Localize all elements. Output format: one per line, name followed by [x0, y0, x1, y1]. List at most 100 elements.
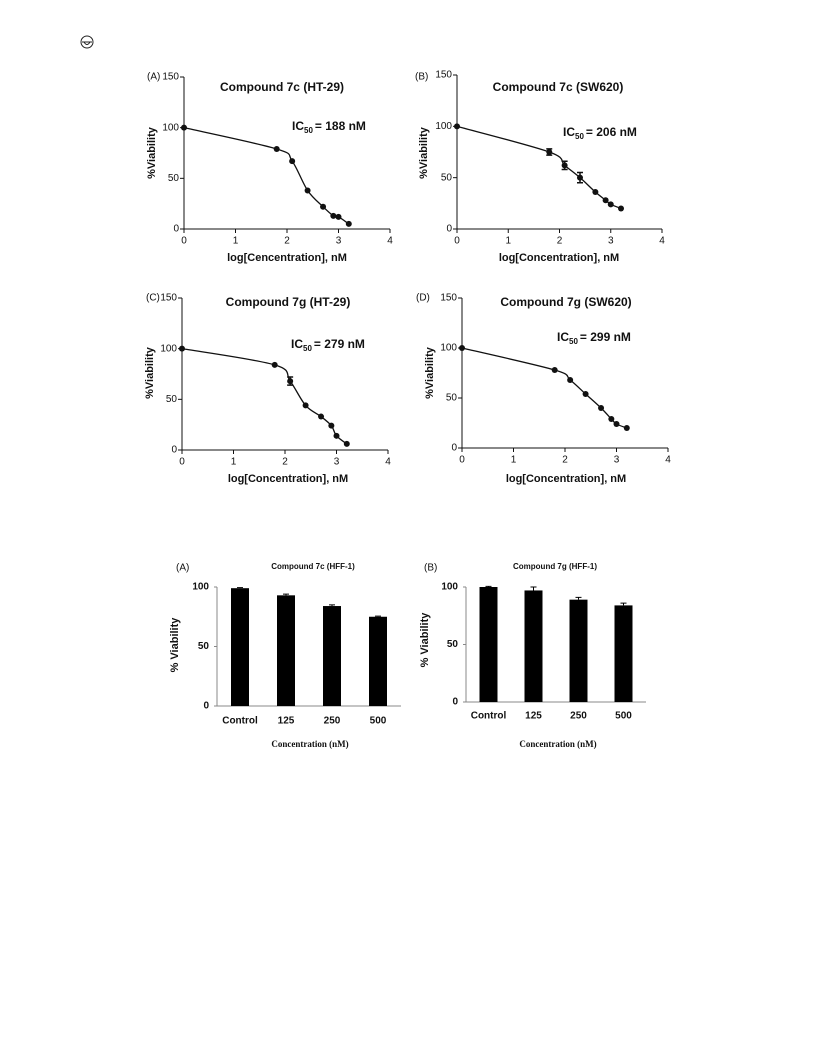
y-tick-label: 150	[440, 293, 457, 304]
x-tick-label: 2	[557, 236, 563, 247]
data-point	[330, 212, 337, 219]
x-tick-label: 1	[231, 457, 237, 468]
ic50-label: IC	[563, 125, 575, 139]
panel-label: (D)	[416, 293, 430, 304]
data-point	[567, 377, 574, 383]
x-tick-label: 250	[570, 711, 587, 722]
x-tick-label: 3	[334, 457, 340, 468]
bar	[569, 599, 588, 702]
error-bar	[620, 602, 627, 606]
panel-label: (A)	[176, 563, 189, 574]
y-tick-label: 50	[441, 172, 453, 183]
data-point	[181, 124, 187, 131]
y-axis-title: % Viability	[169, 617, 181, 673]
y-tick-label: 150	[435, 70, 452, 81]
y-tick-label: 100	[435, 121, 452, 132]
x-tick-label: 125	[525, 711, 542, 722]
x-tick-label: 250	[324, 716, 341, 727]
chart-title: Compound 7g (HT-29)	[226, 295, 351, 309]
panel-label: (B)	[424, 563, 437, 574]
x-tick-label: 3	[614, 455, 620, 466]
data-point	[318, 413, 325, 420]
ic50-value: = 279 nM	[314, 337, 365, 351]
chart-title: Compound 7c (SW620)	[493, 80, 624, 94]
bar	[369, 616, 387, 706]
y-tick-label: 150	[160, 293, 177, 304]
x-tick-label: 0	[181, 236, 187, 247]
x-tick-label: 4	[385, 457, 391, 468]
data-point	[302, 402, 309, 409]
y-tick-label: 0	[171, 445, 177, 456]
y-axis-title: % Viability	[419, 612, 431, 668]
data-point	[598, 405, 605, 411]
data-point	[179, 345, 185, 352]
error-bar	[375, 615, 381, 617]
y-tick-label: 50	[198, 641, 210, 652]
ic50-annotation: IC50 = 279 nM	[291, 337, 365, 353]
y-tick-label: 100	[160, 343, 177, 354]
x-tick-label: 4	[665, 455, 671, 466]
ic50-subscript: 50	[569, 337, 578, 346]
data-point	[551, 367, 558, 373]
y-tick-label: 100	[441, 582, 458, 593]
x-axis-title: log[Cencentration], nM	[227, 252, 347, 264]
fit-curve	[181, 348, 348, 445]
y-tick-label: 150	[162, 72, 179, 83]
x-tick-label: 4	[387, 236, 393, 247]
data-point	[328, 422, 335, 429]
x-tick-label: 2	[282, 457, 288, 468]
y-tick-label: 0	[446, 224, 452, 235]
y-tick-label: 100	[192, 582, 209, 593]
data-point	[343, 440, 350, 447]
ic50-subscript: 50	[303, 344, 312, 353]
bar	[614, 605, 633, 702]
icon-mark	[82, 41, 92, 45]
bar	[524, 590, 543, 702]
panel-label: (A)	[147, 72, 160, 83]
fit-curve	[461, 347, 628, 429]
panel-label: (C)	[146, 293, 160, 304]
x-tick-label: 1	[511, 455, 517, 466]
data-point	[304, 187, 311, 194]
bar	[323, 606, 341, 706]
y-tick-label: 50	[168, 173, 180, 184]
data-point	[287, 378, 294, 385]
x-tick-label: 1	[505, 236, 511, 247]
ic50-subscript: 50	[575, 132, 584, 141]
page-icon	[80, 35, 94, 49]
chart-title: Compound 7c (HFF-1)	[271, 562, 355, 571]
y-tick-label: 0	[173, 224, 179, 235]
chart-title: Compound 7c (HT-29)	[220, 80, 344, 94]
x-tick-label: 0	[454, 236, 460, 247]
bar	[277, 595, 295, 706]
x-tick-label: 2	[284, 236, 290, 247]
data-point	[335, 213, 342, 220]
y-axis-title: %Viability	[144, 346, 156, 399]
data-point	[613, 421, 620, 427]
x-tick-label: 500	[615, 711, 632, 722]
error-bar	[329, 604, 335, 607]
y-tick-label: 100	[162, 122, 179, 133]
x-tick-label: 3	[608, 236, 614, 247]
data-point	[602, 197, 609, 204]
y-tick-label: 0	[203, 701, 209, 712]
ic50-value: = 206 nM	[586, 125, 637, 139]
y-tick-label: 0	[451, 443, 457, 454]
ic50-label: IC	[292, 119, 304, 133]
x-tick-label: 3	[336, 236, 342, 247]
data-point	[577, 174, 583, 181]
y-axis-title: %Viability	[418, 126, 430, 179]
y-tick-label: 50	[446, 393, 458, 404]
ic50-annotation: IC50 = 188 nM	[292, 119, 366, 135]
x-axis-title: Concentration (nM)	[519, 739, 596, 749]
error-bar	[575, 596, 582, 600]
bar	[479, 587, 498, 702]
ic50-subscript: 50	[304, 126, 313, 135]
data-point	[592, 189, 599, 196]
data-point	[607, 201, 614, 208]
y-tick-label: 50	[166, 394, 178, 405]
data-point	[561, 162, 568, 169]
ic50-value: = 188 nM	[315, 119, 366, 133]
data-point	[320, 203, 327, 210]
